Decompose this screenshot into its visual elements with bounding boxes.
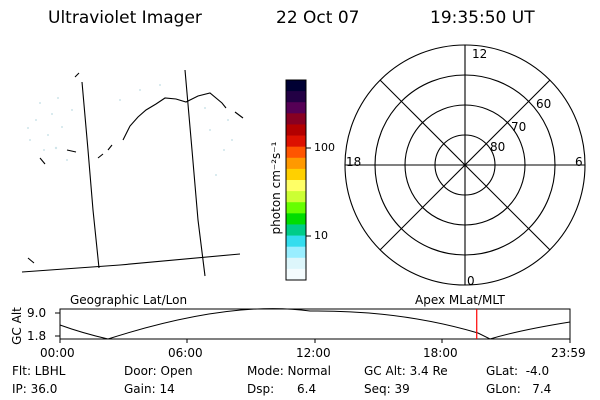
polar-label-12: 12 (472, 47, 488, 61)
colorbar-segment (286, 91, 306, 103)
instrument-title: Ultraviolet Imager (48, 8, 202, 28)
colorbar-segment (286, 246, 306, 259)
timeline-x-tick: 18:00 (423, 346, 458, 360)
polar-ring-label-80: 80 (490, 140, 506, 154)
timeline-y-tick-bottom: 1.8 (27, 329, 47, 343)
coastline (122, 92, 227, 141)
colorbar-segment (286, 146, 306, 159)
info-gc-alt: GC Alt: 3.4 Re (364, 364, 448, 378)
polar-ring-label-60: 60 (536, 97, 552, 111)
polar-label-18: 18 (346, 155, 362, 169)
colorbar-segment (286, 235, 306, 248)
colorbar-segment (286, 213, 306, 225)
polar-label-0: 0 (467, 274, 475, 288)
info-mode: Mode: Normal (247, 364, 331, 378)
date-label: 22 Oct 07 (276, 8, 360, 28)
timeline-panel (55, 308, 571, 343)
colorbar-segment (286, 168, 306, 181)
colorbar-label: photon cm⁻²s⁻¹ (269, 141, 283, 235)
colorbar-tick-10: 10 (314, 229, 328, 242)
coastline-fragment (107, 144, 113, 151)
geographic-image-panel (21, 69, 244, 277)
timeline-y-tick-top: 9.0 (27, 306, 47, 320)
coastline-fragment (74, 72, 80, 78)
info-glon: GLon: 7.4 (486, 382, 552, 396)
colorbar-segment (286, 180, 306, 192)
timeline-x-tick: 23:59 (551, 346, 586, 360)
colorbar (285, 79, 311, 281)
colorbar-segment (286, 124, 306, 137)
info-door: Door: Open (124, 364, 193, 378)
timeline-y-axis-title: GC Alt (10, 307, 24, 345)
coastline-fragment (27, 257, 35, 264)
colorbar-segment (286, 191, 306, 203)
colorbar-segment (286, 224, 306, 237)
coastline-fragment (66, 149, 77, 153)
timeline-frame (59, 308, 571, 340)
info-seq: Seq: 39 (364, 382, 410, 396)
colorbar-segment (286, 113, 306, 125)
longitude-line-left (81, 81, 100, 269)
colorbar-segment (286, 80, 306, 92)
timeline-left-label: Geographic Lat/Lon (70, 293, 188, 307)
colorbar-segment (286, 102, 306, 114)
coastline-fragment (97, 153, 104, 159)
colorbar-segment (286, 268, 306, 281)
polar-label-6: 6 (575, 155, 583, 169)
polar-plot (344, 44, 586, 286)
timeline-x-tick: 00:00 (40, 346, 75, 360)
colorbar-segment (286, 157, 306, 170)
info-glat: GLat: -4.0 (486, 364, 550, 378)
info-filter: Flt: LBHL (12, 364, 66, 378)
longitude-line-right (184, 69, 206, 277)
coastline-fragment (234, 111, 244, 119)
colorbar-segment (286, 135, 306, 148)
timeline-x-tick: 06:00 (168, 346, 203, 360)
latitude-line (21, 253, 241, 273)
timeline-right-label: Apex MLat/MLT (415, 293, 505, 307)
info-ip: IP: 36.0 (12, 382, 58, 396)
time-label: 19:35:50 UT (430, 8, 535, 28)
colorbar-segment (286, 257, 306, 270)
timeline-x-tick: 12:00 (296, 346, 331, 360)
altitude-curve (59, 308, 571, 340)
colorbar-segment (286, 202, 306, 214)
colorbar-tick-100: 100 (314, 141, 335, 154)
info-dsp: Dsp: 6.4 (247, 382, 317, 396)
info-gain: Gain: 14 (124, 382, 175, 396)
polar-ring-label-70: 70 (511, 120, 527, 134)
coastline-fragment (39, 157, 46, 165)
polar-diagonal (379, 79, 551, 251)
auroral-speckle (27, 84, 233, 176)
